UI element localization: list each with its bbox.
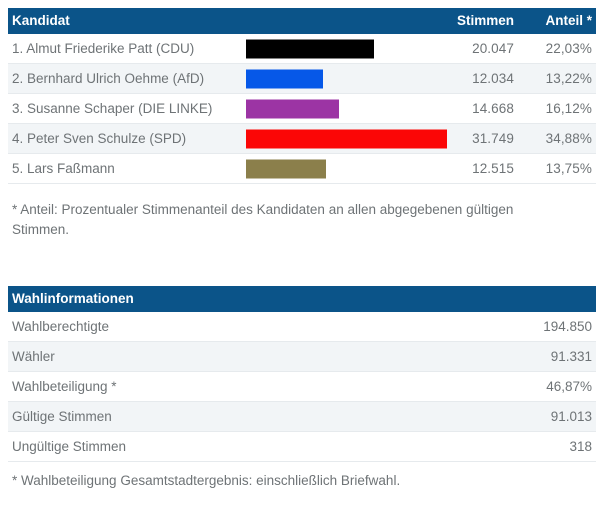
- candidate-name: 3. Susanne Schaper (DIE LINKE): [12, 101, 213, 116]
- vote-share-bar: [246, 99, 339, 118]
- column-header-share: Anteil *: [545, 13, 592, 28]
- table-row: 2. Bernhard Ulrich Oehme (AfD) 12.034 13,2…: [8, 64, 596, 94]
- vote-share-bar-cell: [246, 154, 428, 183]
- candidate-share: 13,22%: [545, 71, 592, 86]
- election-info-label: Wahlbeteiligung *: [12, 379, 117, 394]
- candidate-name: 5. Lars Faßmann: [12, 161, 115, 176]
- election-info-value: 46,87%: [546, 379, 592, 394]
- election-info-value: 194.850: [543, 319, 592, 334]
- column-header-votes: Stimmen: [456, 13, 514, 28]
- table-row: Wähler 91.331: [8, 342, 596, 372]
- vote-share-bar: [246, 159, 326, 178]
- election-info-table-header: Wahlinformationen: [8, 286, 596, 312]
- election-info-label: Wähler: [12, 349, 55, 364]
- table-row: Ungültige Stimmen 318: [8, 432, 596, 462]
- candidate-votes: 14.668: [472, 101, 514, 116]
- vote-share-bar-cell: [246, 94, 428, 123]
- election-info-value: 91.331: [550, 349, 592, 364]
- table-row: Wahlbeteiligung * 46,87%: [8, 372, 596, 402]
- vote-share-bar-cell: [246, 64, 428, 93]
- candidate-votes: 12.034: [472, 71, 514, 86]
- table-row: 3. Susanne Schaper (DIE LINKE) 14.668 16,1…: [8, 94, 596, 124]
- election-info-value: 318: [569, 439, 592, 454]
- candidate-name: 1. Almut Friederike Patt (CDU): [12, 41, 195, 56]
- candidates-table-header: Kandidat Stimmen Anteil *: [8, 8, 596, 34]
- table-row: 5. Lars Faßmann 12.515 13,75%: [8, 154, 596, 184]
- candidate-share: 22,03%: [545, 41, 592, 56]
- election-info-label: Ungültige Stimmen: [12, 439, 127, 454]
- election-info-value: 91.013: [550, 409, 592, 424]
- candidate-share: 13,75%: [545, 161, 592, 176]
- election-info-label: Gültige Stimmen: [12, 409, 112, 424]
- column-header-candidate: Kandidat: [12, 13, 70, 28]
- candidate-name: 2. Bernhard Ulrich Oehme (AfD): [12, 71, 205, 86]
- vote-share-bar-cell: [246, 124, 447, 153]
- vote-share-bar: [246, 129, 447, 148]
- candidates-table: Kandidat Stimmen Anteil * 1. Almut Fried…: [8, 8, 596, 184]
- column-header-election-info: Wahlinformationen: [12, 291, 134, 306]
- candidates-footnote: * Anteil: Prozentualer Stimmenanteil des…: [12, 202, 514, 237]
- candidate-share: 34,88%: [545, 131, 592, 146]
- vote-share-bar-cell: [246, 34, 428, 63]
- vote-share-bar: [246, 39, 374, 58]
- table-row: Gültige Stimmen 91.013: [8, 402, 596, 432]
- election-info-table-body: Wahlberechtigte 194.850 Wähler 91.331 Wahlbe…: [8, 312, 596, 462]
- election-info-footnote: * Wahlbeteiligung Gesamtstadtergebnis: e…: [12, 473, 401, 488]
- table-row: 1. Almut Friederike Patt (CDU) 20.047 22,0…: [8, 34, 596, 64]
- table-row: Wahlberechtigte 194.850: [8, 312, 596, 342]
- table-row: 4. Peter Sven Schulze (SPD) 31.749 34,88%: [8, 124, 596, 154]
- candidate-share: 16,12%: [545, 101, 592, 116]
- election-info-label: Wahlberechtigte: [12, 319, 110, 334]
- election-info-table: Wahlinformationen Wahlberechtigte 194.850…: [8, 286, 596, 462]
- candidate-votes: 12.515: [472, 161, 514, 176]
- candidate-votes: 20.047: [472, 41, 514, 56]
- candidate-name: 4. Peter Sven Schulze (SPD): [12, 131, 187, 146]
- candidate-votes: 31.749: [472, 131, 514, 146]
- candidates-table-body: 1. Almut Friederike Patt (CDU) 20.047 22,0…: [8, 34, 596, 184]
- vote-share-bar: [246, 69, 323, 88]
